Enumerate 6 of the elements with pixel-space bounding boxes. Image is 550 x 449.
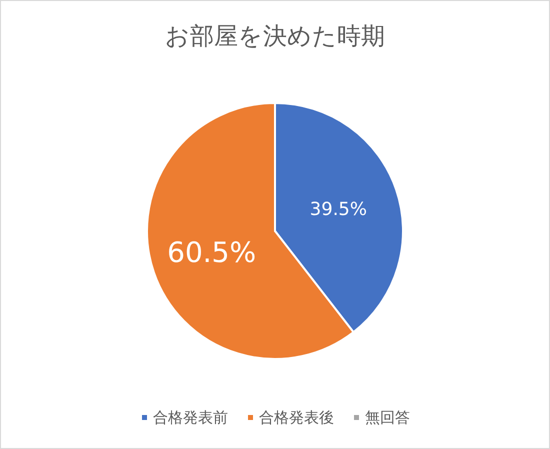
chart-title: お部屋を決めた時期 <box>165 22 385 50</box>
legend-label: 合格発表前 <box>153 408 228 426</box>
legend-label: 合格発表後 <box>259 408 334 426</box>
data-label: 60.5% <box>167 236 256 270</box>
legend-label: 無回答 <box>365 408 410 426</box>
data-label: 39.5% <box>310 198 367 220</box>
